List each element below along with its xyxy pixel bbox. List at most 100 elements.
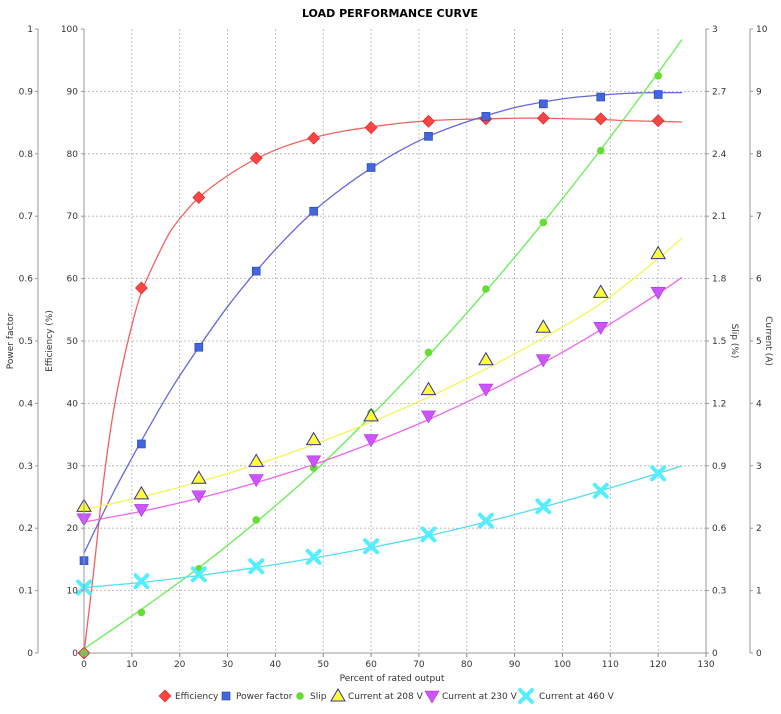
slip-tick-label: 2.7 (712, 87, 726, 97)
current-at-230-v-point (306, 455, 322, 469)
x-tick-label: 30 (222, 660, 234, 670)
eff-tick-label: 90 (67, 87, 79, 97)
current-at-460-v-point (190, 566, 207, 583)
legend-label-current-at-208-v: Current at 208 V (348, 692, 424, 702)
pf-tick-label: 0.2 (19, 524, 33, 534)
efficiency-point (249, 151, 263, 165)
x-tick-label: 110 (602, 660, 619, 670)
slip-tick-label: 2.4 (712, 150, 727, 160)
data-markers (76, 72, 667, 660)
legend-item-power-factor: Power factor (221, 691, 293, 702)
current-at-230-v-point (478, 383, 494, 397)
slip-point (252, 516, 261, 524)
legend-marker-power-factor (221, 691, 231, 701)
legend-item-current-at-230-v: Current at 230 V (424, 690, 518, 704)
current-at-230-v-point (133, 504, 149, 518)
power-factor-point (539, 99, 548, 109)
current-at-460-v-point (248, 558, 265, 575)
legend-label-current-at-230-v: Current at 230 V (442, 692, 518, 702)
slip-tick-label: 2.1 (712, 212, 726, 222)
efficiency-point (594, 112, 608, 126)
cur-tick-label: 1 (756, 587, 762, 597)
current-at-230-v-point (420, 410, 437, 424)
efficiency-curve (83, 117, 683, 654)
x-tick-label: 120 (650, 660, 667, 670)
eff-tick-label: 40 (67, 399, 79, 409)
grid (84, 29, 706, 653)
cur-tick-label: 3 (756, 462, 762, 472)
slip-axis-label: Slip (%) (729, 324, 739, 359)
pf-axis-label: Power factor (6, 312, 16, 369)
current-at-460-v-point (420, 526, 437, 543)
slip-point (539, 218, 548, 227)
power-factor-point (194, 342, 204, 352)
eff-tick-label: 30 (67, 462, 79, 472)
current-at-230-v-point (191, 490, 207, 504)
x-tick-label: 80 (461, 660, 473, 670)
efficiency-point (134, 281, 148, 295)
slip-point (482, 285, 490, 293)
power-factor-point (251, 266, 261, 276)
x-tick-label: 60 (365, 660, 377, 670)
current-at-460-v-point (305, 548, 322, 565)
slip-tick-label: 0 (712, 649, 718, 659)
legend-marker-current-at-230-v (424, 690, 440, 704)
cur-tick-label: 6 (756, 275, 762, 285)
current-at-208-v-point (133, 485, 150, 500)
power-factor-point (653, 90, 663, 99)
x-tick-label: 40 (270, 660, 282, 670)
legend-item-current-at-460-v: Current at 460 V (518, 688, 615, 704)
slip-tick-label: 1.5 (712, 337, 726, 347)
eff-tick-label: 10 (67, 587, 79, 597)
eff-tick-label: 0 (72, 649, 78, 659)
legend-marker-current-at-460-v (518, 688, 534, 704)
power-factor-point (137, 439, 146, 449)
cur-tick-label: 10 (756, 25, 768, 35)
x-tick-label: 130 (697, 660, 714, 670)
plot-area (84, 29, 706, 653)
legend-label-slip: Slip (310, 692, 327, 702)
efficiency-point (422, 114, 435, 128)
x-tick-label: 0 (81, 660, 87, 670)
current-at-460-v-point (650, 465, 667, 482)
legend-item-efficiency: Efficiency (158, 689, 219, 703)
efficiency-point (307, 131, 321, 145)
pf-tick-label: 0.1 (19, 587, 33, 597)
slip-point (654, 72, 662, 80)
power-factor-point (596, 92, 606, 102)
current-at-230-v-point (535, 354, 551, 368)
current-at-208-v-point (535, 319, 552, 333)
current-at-208-v-point (478, 351, 494, 366)
efficiency-point (364, 121, 378, 135)
slip-tick-label: 0.6 (712, 524, 727, 534)
slip-tick-label: 1.2 (712, 399, 726, 409)
cur-tick-label: 0 (756, 649, 762, 659)
pf-tick-label: 0.5 (19, 337, 33, 347)
current-at-230-v-point (650, 287, 666, 300)
pf-tick-label: 0.6 (19, 275, 34, 285)
current-at-230-v-point (248, 474, 264, 488)
eff-tick-label: 80 (67, 150, 79, 160)
power-factor-point (481, 112, 491, 121)
power-factor-point (366, 163, 376, 172)
x-tick-label: 90 (509, 660, 521, 670)
cur-tick-label: 5 (756, 337, 762, 347)
legend-item-slip: Slip (296, 692, 327, 702)
pf-tick-label: 0.8 (19, 150, 34, 160)
efficiency-point (192, 191, 206, 204)
pf-tick-label: 0.3 (19, 462, 33, 472)
current-at-208-v-point (420, 381, 437, 396)
legend-marker-slip (296, 692, 304, 700)
legend-marker-current-at-208-v (330, 688, 346, 702)
slip-tick-label: 0.3 (712, 587, 726, 597)
legend-label-power-factor: Power factor (236, 692, 293, 702)
efficiency-point (651, 114, 665, 128)
x-tick-label: 10 (126, 660, 138, 670)
current-at-230-v-point (363, 434, 379, 448)
legend-marker-efficiency (158, 689, 172, 703)
cur-tick-label: 8 (756, 150, 762, 160)
current-at-460-v-curve (83, 465, 683, 589)
current-at-208-v-point (592, 284, 609, 298)
